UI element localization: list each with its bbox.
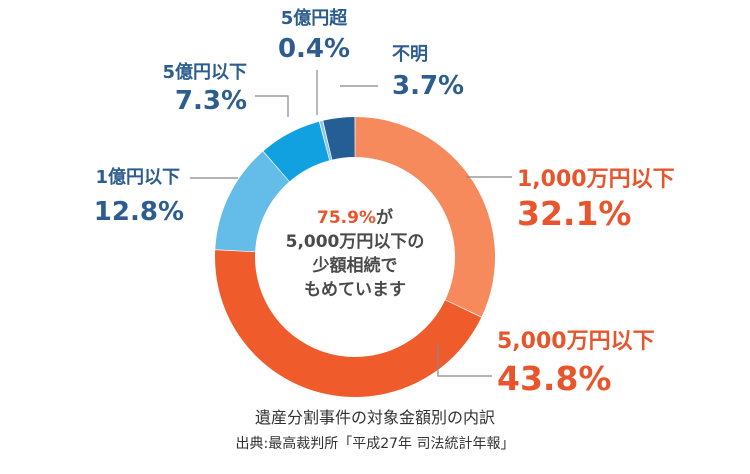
slice-value-0: 32.1% xyxy=(517,194,632,233)
center-line-2: 5,000万円以下の xyxy=(286,232,425,252)
slice-1 xyxy=(215,250,482,397)
slice-label-4: 5億円超 xyxy=(281,7,349,29)
slice-value-3: 7.3% xyxy=(175,86,247,116)
leader-line-1 xyxy=(437,345,492,377)
center-line-1: 75.9%が xyxy=(317,207,393,228)
chart-source: 出典:最高裁判所「平成27年 司法統計年報」 xyxy=(235,436,515,452)
slice-value-5: 3.7% xyxy=(392,71,464,101)
slice-2 xyxy=(215,151,290,252)
slice-label-2: 1億円以下 xyxy=(95,166,180,188)
slice-value-1: 43.8% xyxy=(497,359,612,398)
center-highlight: 75.9% xyxy=(317,208,376,228)
slice-label-1: 5,000万円以下 xyxy=(497,329,655,354)
leaders-layer xyxy=(190,70,512,377)
slice-label-0: 1,000万円以下 xyxy=(517,167,675,192)
leader-line-3 xyxy=(255,95,289,117)
slice-4 xyxy=(319,120,332,161)
center-line-4: もめています xyxy=(304,280,406,300)
slice-3 xyxy=(263,121,330,182)
chart-title: 遺産分割事件の対象金額別の内訳 xyxy=(254,408,495,427)
slice-value-4: 0.4% xyxy=(278,34,350,64)
center-line-1-rest: が xyxy=(376,207,393,228)
slice-0 xyxy=(355,117,495,317)
slice-label-5: 不明 xyxy=(392,44,428,65)
center-line-3: 少額相続で xyxy=(312,255,398,276)
center-text: 75.9%が 5,000万円以下の 少額相続で もめています xyxy=(286,207,425,300)
slices-layer xyxy=(215,117,495,397)
slice-5 xyxy=(323,117,355,160)
slice-value-2: 12.8% xyxy=(94,197,184,227)
slice-label-3: 5億円以下 xyxy=(162,61,247,83)
